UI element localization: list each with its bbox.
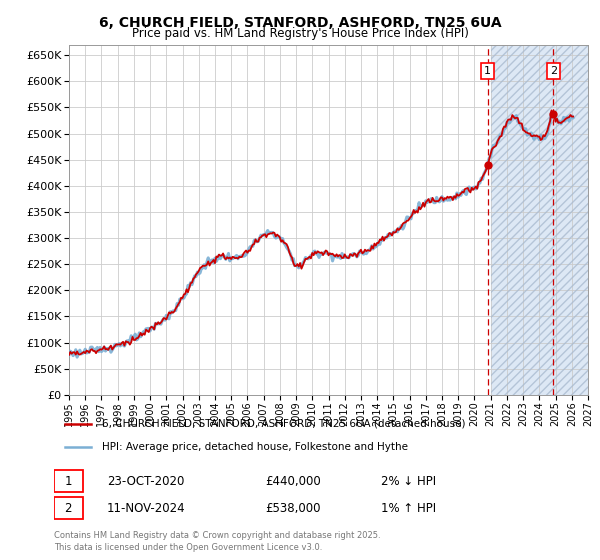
6, CHURCH FIELD, STANFORD, ASHFORD, TN25 6UA (detached house) (65, 352, 73, 358)
6, CHURCH FIELD, STANFORD, ASHFORD, TN25 6UA (detached house) (173, 303, 181, 310)
Line: HPI: Average price, detached house, Folkestone and Hythe: HPI: Average price, detached house, Folk… (69, 112, 573, 357)
6, CHURCH FIELD, STANFORD, ASHFORD, TN25 6UA (detached house) (564, 114, 571, 121)
Text: Contains HM Land Registry data © Crown copyright and database right 2025.
This d: Contains HM Land Registry data © Crown c… (54, 531, 380, 552)
Text: 23-OCT-2020: 23-OCT-2020 (107, 475, 184, 488)
Text: 2: 2 (65, 502, 72, 515)
Text: 1: 1 (484, 66, 491, 76)
Bar (491, 45, 588, 395)
6, CHURCH FIELD, STANFORD, ASHFORD, TN25 6UA (detached house) (415, 204, 422, 211)
Text: 6, CHURCH FIELD, STANFORD, ASHFORD, TN25 6UA: 6, CHURCH FIELD, STANFORD, ASHFORD, TN25… (98, 16, 502, 30)
6, CHURCH FIELD, STANFORD, ASHFORD, TN25 6UA (detached house) (295, 263, 302, 270)
Text: 1: 1 (65, 475, 72, 488)
HPI: Average price, detached house, Folkestone and Hythe: (2.03e+03, 5.3e+05): Average price, detached house, Folkeston… (569, 114, 577, 121)
Line: 6, CHURCH FIELD, STANFORD, ASHFORD, TN25 6UA (detached house): 6, CHURCH FIELD, STANFORD, ASHFORD, TN25… (69, 110, 573, 355)
Text: HPI: Average price, detached house, Folkestone and Hythe: HPI: Average price, detached house, Folk… (101, 442, 407, 452)
Text: Price paid vs. HM Land Registry's House Price Index (HPI): Price paid vs. HM Land Registry's House … (131, 27, 469, 40)
6, CHURCH FIELD, STANFORD, ASHFORD, TN25 6UA (detached house) (569, 113, 577, 120)
FancyBboxPatch shape (54, 469, 83, 492)
6, CHURCH FIELD, STANFORD, ASHFORD, TN25 6UA (detached house) (157, 319, 164, 326)
HPI: Average price, detached house, Folkestone and Hythe: (2.01e+03, 2.48e+05): Average price, detached house, Folkeston… (296, 262, 304, 269)
Text: £440,000: £440,000 (265, 475, 321, 488)
HPI: Average price, detached house, Folkestone and Hythe: (2e+03, 1.42e+05): Average price, detached house, Folkeston… (158, 317, 166, 324)
Text: 11-NOV-2024: 11-NOV-2024 (107, 502, 185, 515)
Text: 2: 2 (550, 66, 557, 76)
6, CHURCH FIELD, STANFORD, ASHFORD, TN25 6UA (detached house) (164, 312, 171, 319)
HPI: Average price, detached house, Folkestone and Hythe: (2.02e+03, 5.41e+05): Average price, detached house, Folkeston… (548, 109, 555, 115)
HPI: Average price, detached house, Folkestone and Hythe: (2e+03, 1.45e+05): Average price, detached house, Folkeston… (166, 315, 173, 322)
HPI: Average price, detached house, Folkestone and Hythe: (2e+03, 7.21e+04): Average price, detached house, Folkeston… (74, 354, 81, 361)
HPI: Average price, detached house, Folkestone and Hythe: (2.03e+03, 5.24e+05): Average price, detached house, Folkeston… (565, 118, 572, 124)
Text: 1% ↑ HPI: 1% ↑ HPI (382, 502, 436, 515)
Text: 6, CHURCH FIELD, STANFORD, ASHFORD, TN25 6UA (detached house): 6, CHURCH FIELD, STANFORD, ASHFORD, TN25… (101, 419, 465, 429)
FancyBboxPatch shape (54, 497, 83, 520)
Bar (491, 45, 588, 395)
Text: 2% ↓ HPI: 2% ↓ HPI (382, 475, 436, 488)
HPI: Average price, detached house, Folkestone and Hythe: (2e+03, 1.71e+05): Average price, detached house, Folkeston… (175, 302, 182, 309)
HPI: Average price, detached house, Folkestone and Hythe: (2e+03, 7.62e+04): Average price, detached house, Folkeston… (65, 352, 73, 358)
HPI: Average price, detached house, Folkestone and Hythe: (2.02e+03, 3.6e+05): Average price, detached house, Folkeston… (417, 203, 424, 210)
6, CHURCH FIELD, STANFORD, ASHFORD, TN25 6UA (detached house) (548, 107, 555, 114)
Text: £538,000: £538,000 (265, 502, 321, 515)
